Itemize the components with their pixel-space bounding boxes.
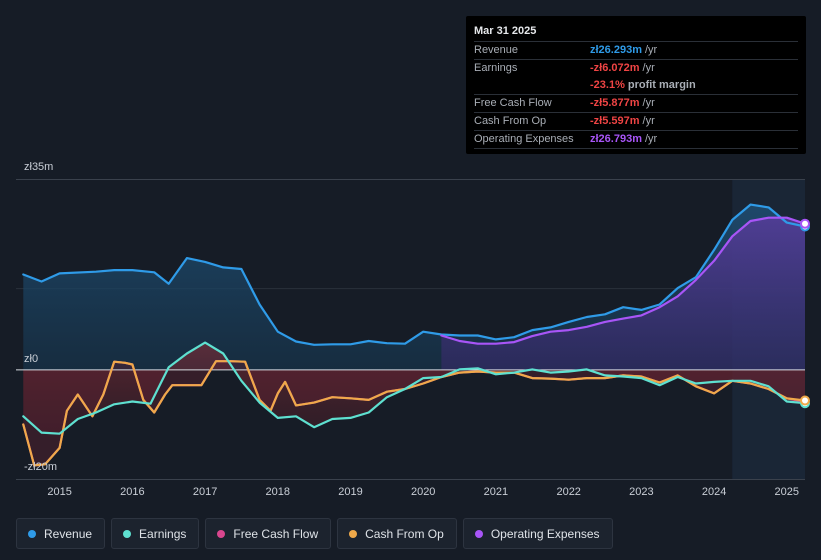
legend-item-revenue[interactable]: Revenue	[16, 518, 106, 549]
legend-label: Earnings	[139, 526, 187, 541]
tooltip-row-profit-margin: -23.1% profit margin	[474, 77, 798, 95]
legend-dot-icon	[217, 529, 226, 538]
operating-expenses-area	[441, 217, 805, 370]
tooltip-row-cash-from-op: Cash From Op -zł5.597m /yr	[474, 113, 798, 131]
x-tick-label: 2017	[193, 486, 217, 498]
x-tick-label: 2023	[629, 486, 653, 498]
tooltip-label: Earnings	[474, 62, 518, 74]
tooltip-row-earnings: Earnings -zł6.072m /yr	[474, 60, 798, 77]
legend-item-free-cash-flow[interactable]: Free Cash Flow	[205, 518, 332, 549]
legend: Revenue Earnings Free Cash Flow Cash Fro…	[16, 518, 613, 549]
tooltip-unit: /yr	[642, 62, 655, 74]
legend-dot-icon	[28, 529, 36, 538]
tooltip-label	[474, 77, 590, 94]
legend-item-earnings[interactable]: Earnings	[111, 518, 200, 549]
y-tick-label: zł0	[24, 353, 38, 365]
tooltip-value: zł26.293m	[590, 44, 642, 56]
tooltip-unit: /yr	[642, 115, 655, 127]
legend-label: Revenue	[44, 526, 93, 541]
x-tick-label: 2025	[775, 486, 799, 498]
cash-from-op-end-marker	[800, 395, 810, 406]
tooltip-value: -23.1%	[590, 79, 625, 91]
cash-from-op-line	[22, 360, 807, 467]
tooltip-value: -zł5.597m	[590, 115, 640, 127]
revenue-line	[22, 203, 807, 346]
legend-item-cash-from-op[interactable]: Cash From Op	[337, 518, 457, 549]
cash-from-op-area	[23, 361, 806, 466]
tooltip-label: Cash From Op	[474, 115, 547, 127]
tooltip-row-operating-expenses: Operating Expenses zł26.793m /yr	[474, 131, 798, 149]
operating-expenses-end-marker	[800, 218, 810, 229]
tooltip-label: Free Cash Flow	[474, 97, 552, 109]
x-tick-label: 2018	[266, 486, 290, 498]
x-tick-label: 2016	[120, 486, 144, 498]
tooltip-date: Mar 31 2025	[474, 16, 798, 42]
tooltip-label: Revenue	[474, 44, 519, 56]
legend-label: Operating Expenses	[490, 526, 600, 541]
tooltip-unit: /yr	[644, 44, 658, 56]
tooltip-row-free-cash-flow: Free Cash Flow -zł5.877m /yr	[474, 95, 798, 113]
x-tick-label: 2021	[484, 486, 508, 498]
x-tick-label: 2022	[556, 486, 580, 498]
tooltip-unit: /yr	[644, 133, 658, 145]
tooltip-panel: Mar 31 2025 Revenue zł26.293m /yr Earnin…	[466, 16, 806, 154]
legend-dot-icon	[123, 529, 132, 538]
legend-label: Free Cash Flow	[233, 526, 319, 541]
tooltip-value: -zł5.877m	[590, 97, 640, 109]
y-tick-label: -zł20m	[24, 461, 57, 473]
legend-dot-icon	[474, 529, 483, 538]
financial-chart: zł35m zł0 -zł20m 2015 2016 2017 2018 2019 2020 2…	[16, 161, 810, 498]
legend-label: Cash From Op	[365, 526, 444, 541]
x-tick-label: 2019	[338, 486, 362, 498]
tooltip-value: zł26.793m	[590, 133, 642, 145]
tooltip-label: Operating Expenses	[474, 133, 574, 145]
earnings-line	[22, 341, 807, 435]
x-tick-label: 2024	[702, 486, 726, 498]
legend-item-operating-expenses[interactable]: Operating Expenses	[462, 518, 613, 549]
earnings-area	[23, 342, 806, 434]
x-tick-label: 2015	[47, 486, 71, 498]
legend-dot-icon	[349, 529, 358, 538]
y-tick-label: zł35m	[24, 161, 53, 173]
x-tick-label: 2020	[411, 486, 435, 498]
tooltip-unit: /yr	[642, 97, 655, 109]
tooltip-value: -zł6.072m	[590, 62, 640, 74]
tooltip-unit: profit margin	[627, 79, 696, 91]
operating-expenses-line	[440, 216, 807, 345]
tooltip-row-revenue: Revenue zł26.293m /yr	[474, 42, 798, 60]
